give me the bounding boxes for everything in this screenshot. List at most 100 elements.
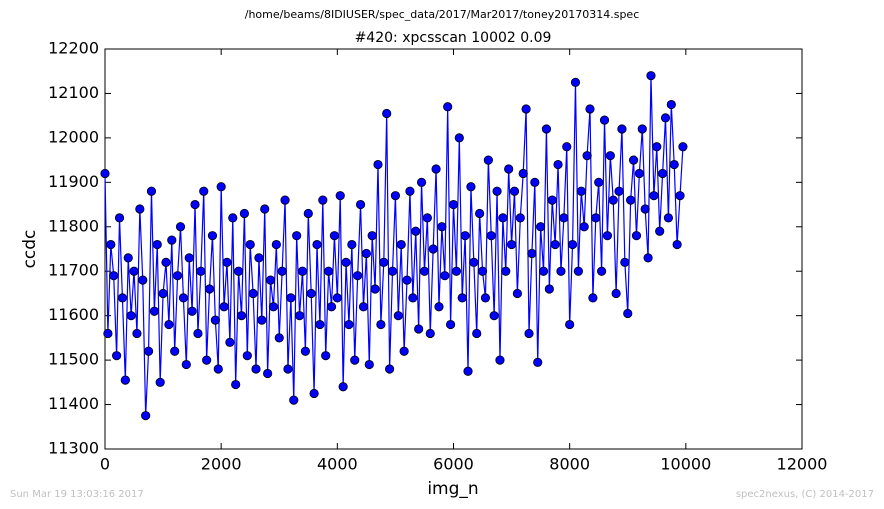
point bbox=[646, 71, 656, 81]
point bbox=[141, 411, 151, 421]
point bbox=[106, 239, 116, 250]
point bbox=[660, 113, 671, 123]
point bbox=[289, 395, 299, 405]
point bbox=[521, 104, 531, 114]
point bbox=[210, 315, 220, 325]
point bbox=[628, 155, 639, 165]
point bbox=[475, 208, 485, 219]
point bbox=[408, 293, 418, 303]
point bbox=[411, 226, 421, 236]
point bbox=[350, 355, 360, 365]
point bbox=[611, 288, 621, 299]
point bbox=[326, 302, 337, 312]
point bbox=[297, 266, 308, 276]
point bbox=[216, 182, 226, 192]
point bbox=[538, 266, 549, 276]
footer-left: Sun Mar 19 13:03:16 2017 bbox=[10, 489, 144, 500]
point bbox=[669, 159, 679, 170]
point bbox=[277, 266, 287, 276]
point bbox=[129, 266, 139, 276]
point bbox=[637, 124, 647, 134]
point bbox=[440, 271, 450, 281]
point bbox=[175, 222, 186, 232]
point bbox=[344, 319, 354, 330]
point bbox=[585, 104, 595, 114]
point bbox=[303, 208, 313, 219]
point bbox=[416, 177, 427, 187]
point bbox=[155, 377, 165, 387]
point bbox=[599, 115, 610, 125]
point bbox=[100, 168, 110, 179]
point bbox=[379, 257, 389, 267]
point bbox=[451, 266, 462, 276]
point bbox=[321, 351, 331, 361]
point bbox=[387, 266, 398, 276]
y-tick-label: 11400 bbox=[48, 394, 99, 413]
point bbox=[657, 168, 668, 179]
point bbox=[164, 319, 174, 330]
point bbox=[518, 168, 528, 179]
point bbox=[309, 388, 319, 399]
point bbox=[477, 266, 488, 276]
point bbox=[385, 364, 395, 374]
point bbox=[675, 191, 685, 201]
point bbox=[355, 199, 366, 210]
point bbox=[396, 239, 406, 250]
y-tick-label: 11700 bbox=[48, 261, 99, 280]
x-tick-label: 12000 bbox=[777, 455, 828, 474]
point bbox=[443, 102, 453, 112]
x-tick-label: 2000 bbox=[201, 455, 242, 474]
point bbox=[640, 204, 650, 214]
point bbox=[634, 168, 644, 179]
point bbox=[338, 382, 348, 392]
point bbox=[626, 195, 636, 205]
y-axis-label: ccdc bbox=[20, 230, 40, 269]
point bbox=[541, 124, 552, 134]
point bbox=[283, 364, 293, 374]
point bbox=[123, 253, 133, 263]
footer-right: spec2nexus, (C) 2014-2017 bbox=[736, 489, 874, 500]
point bbox=[274, 333, 284, 343]
point bbox=[652, 142, 662, 152]
point bbox=[280, 195, 290, 205]
point bbox=[492, 186, 502, 196]
point bbox=[143, 346, 154, 356]
point bbox=[219, 302, 229, 312]
series-line bbox=[104, 75, 684, 416]
point bbox=[181, 359, 191, 370]
point bbox=[666, 99, 676, 110]
point bbox=[678, 142, 688, 152]
point bbox=[260, 204, 270, 214]
point bbox=[318, 195, 328, 205]
point bbox=[109, 271, 119, 281]
point bbox=[367, 231, 377, 241]
x-tick-label: 6000 bbox=[433, 455, 474, 474]
point bbox=[361, 248, 371, 259]
point bbox=[353, 271, 363, 281]
y-tick-label: 12200 bbox=[48, 39, 99, 58]
point bbox=[550, 239, 560, 250]
y-tick-label: 11300 bbox=[48, 439, 99, 458]
point bbox=[286, 293, 296, 303]
y-tick-label: 11900 bbox=[48, 172, 99, 191]
point bbox=[631, 231, 642, 241]
point bbox=[117, 293, 128, 303]
point bbox=[663, 213, 674, 223]
point bbox=[271, 239, 281, 250]
point bbox=[536, 222, 546, 232]
point bbox=[602, 231, 613, 241]
x-tick-label: 4000 bbox=[317, 455, 358, 474]
point bbox=[504, 164, 514, 174]
point bbox=[207, 231, 218, 241]
point bbox=[231, 379, 241, 390]
point bbox=[341, 257, 351, 267]
point bbox=[672, 239, 682, 250]
point bbox=[184, 253, 194, 263]
point bbox=[463, 366, 473, 376]
point bbox=[204, 284, 215, 294]
point bbox=[437, 222, 447, 232]
point bbox=[591, 213, 601, 223]
point bbox=[152, 239, 162, 250]
